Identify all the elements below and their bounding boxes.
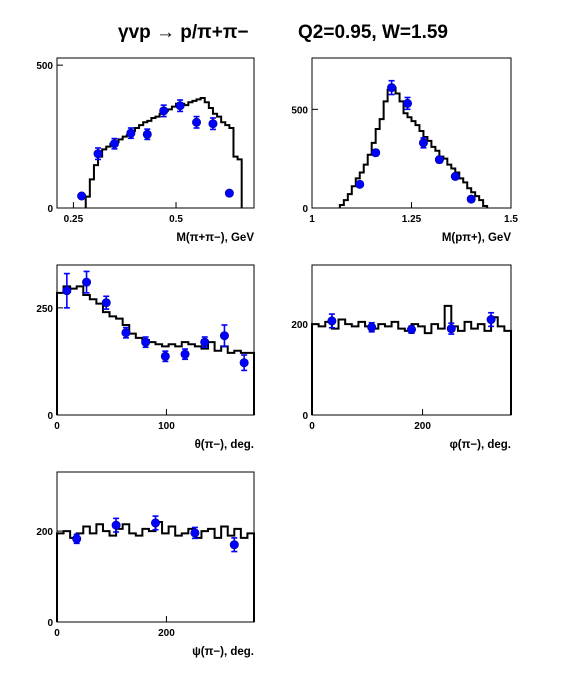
- x-tick-label: 1.25: [402, 214, 422, 225]
- data-point: [77, 191, 87, 201]
- y-tick-label: 500: [36, 61, 53, 72]
- data-point: [82, 277, 92, 287]
- data-point: [141, 337, 151, 347]
- x-tick-label: 1: [309, 214, 315, 225]
- panel-psi: 0 200 0 200 ψ(π−), deg.: [36, 471, 255, 658]
- data-point: [466, 194, 476, 204]
- y-tick-label: 0: [47, 204, 53, 215]
- data-point: [93, 149, 103, 159]
- y-tick-label: 0: [302, 411, 308, 422]
- plot-frame: [56, 471, 255, 623]
- x-axis-label: ψ(π−), deg.: [192, 646, 254, 658]
- data-point: [418, 138, 428, 148]
- title-reaction: γvp → p/π+π−: [118, 22, 248, 43]
- data-point: [142, 129, 152, 139]
- data-point: [229, 540, 239, 550]
- x-axis-label: φ(π−), deg.: [450, 439, 511, 451]
- y-tick-label: 0: [47, 618, 53, 629]
- data-point: [151, 518, 161, 528]
- x-tick-label: 0: [309, 421, 315, 432]
- x-tick-label: 200: [414, 421, 431, 432]
- data-point: [101, 298, 111, 308]
- histogram-line: [56, 285, 255, 415]
- plot-frame: [311, 264, 512, 416]
- x-tick-label: 0.5: [169, 214, 183, 225]
- panel-m-pipi: 0 500 0.25 0.5 M(π+π−), GeV: [36, 57, 255, 244]
- data-point: [239, 358, 249, 368]
- data-point: [190, 528, 200, 538]
- data-point: [434, 155, 444, 165]
- data-point: [367, 322, 377, 332]
- panel-theta: 0 250 0 100 θ(π−), deg.: [36, 264, 255, 451]
- x-tick-label: 0: [54, 421, 60, 432]
- x-tick-label: 100: [158, 421, 175, 432]
- plot-frame: [56, 57, 255, 209]
- y-tick-label: 0: [47, 411, 53, 422]
- panel-phi: 0 200 0 200 φ(π−), deg.: [291, 264, 512, 451]
- x-tick-label: 200: [158, 628, 175, 639]
- data-point: [160, 351, 170, 361]
- data-point: [175, 101, 185, 111]
- histogram-line: [56, 521, 255, 622]
- panel-m-ppip: 0 500 1 1.25 1.5 M(pπ+), GeV: [291, 57, 518, 244]
- data-point: [486, 315, 496, 325]
- data-point: [192, 117, 202, 127]
- y-tick-label: 500: [291, 105, 308, 116]
- data-point: [62, 286, 72, 296]
- data-point: [111, 520, 121, 530]
- x-tick-label: 0: [54, 628, 60, 639]
- data-point: [387, 83, 397, 93]
- x-axis-label: M(pπ+), GeV: [442, 232, 512, 244]
- data-point: [109, 139, 119, 149]
- data-point: [403, 98, 413, 108]
- data-point: [224, 188, 234, 198]
- data-point: [371, 148, 381, 158]
- data-point: [126, 128, 136, 138]
- data-point: [450, 171, 460, 181]
- histogram-line: [338, 86, 489, 208]
- data-point: [72, 534, 82, 544]
- data-point: [159, 106, 169, 116]
- x-tick-label: 1.5: [504, 214, 518, 225]
- y-tick-label: 250: [36, 304, 53, 315]
- data-point: [200, 337, 210, 347]
- plot-frame: [311, 57, 512, 209]
- y-tick-label: 200: [36, 527, 53, 538]
- y-tick-label: 0: [302, 204, 308, 215]
- data-point: [355, 179, 365, 189]
- x-axis-label: θ(π−), deg.: [195, 439, 254, 451]
- data-point: [327, 316, 337, 326]
- data-point: [406, 325, 416, 335]
- y-tick-label: 200: [291, 320, 308, 331]
- x-tick-label: 0.25: [64, 214, 84, 225]
- histogram-line: [311, 304, 512, 415]
- title-kinematics: Q2=0.95, W=1.59: [298, 22, 448, 43]
- data-point: [121, 328, 131, 338]
- data-point: [208, 119, 218, 129]
- data-point: [446, 324, 456, 334]
- data-point: [219, 331, 229, 341]
- data-point: [180, 349, 190, 359]
- x-axis-label: M(π+π−), GeV: [176, 232, 254, 244]
